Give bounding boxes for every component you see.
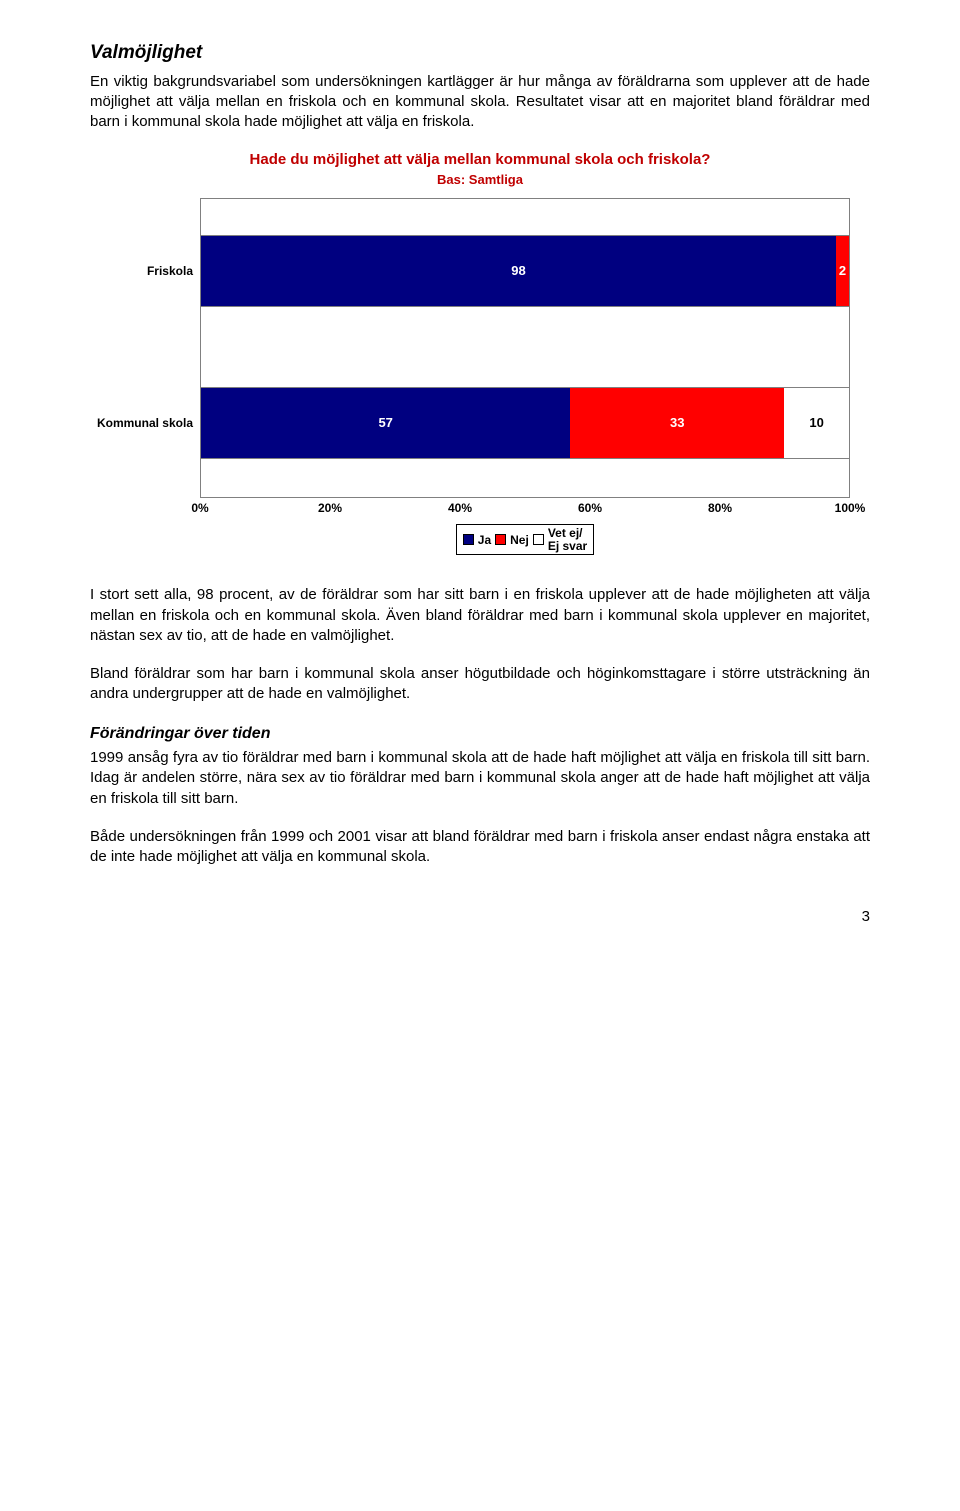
- x-axis: 0% 20% 40% 60% 80% 100%: [200, 500, 850, 518]
- legend-wrap: Ja Nej Vet ej/ Ej svar: [200, 524, 850, 555]
- x-tick: 80%: [708, 500, 732, 516]
- bar-seg-vet: 10: [784, 388, 849, 458]
- bar-seg-nej: 2: [836, 236, 849, 306]
- bar-label-friskola: Friskola: [147, 263, 201, 279]
- x-tick: 20%: [318, 500, 342, 516]
- intro-paragraph: En viktig bakgrundsvariabel som undersök…: [90, 72, 870, 133]
- chart-title: Hade du möjlighet att välja mellan kommu…: [90, 150, 870, 170]
- legend-label-vet: Vet ej/ Ej svar: [548, 527, 587, 552]
- bar-seg-ja: 98: [201, 236, 836, 306]
- bar-row-kommunal: Kommunal skola 57 33 10: [201, 387, 849, 459]
- bar-container: 98 2: [201, 235, 849, 307]
- swatch-ja: [463, 534, 474, 545]
- legend-label-ja: Ja: [478, 532, 491, 548]
- section-heading: Valmöjlighet: [90, 40, 870, 66]
- x-tick: 100%: [835, 500, 866, 516]
- chart-outer: Friskola 98 2 Kommunal skola 57 33 10 0%…: [200, 198, 850, 555]
- chart-legend: Ja Nej Vet ej/ Ej svar: [456, 524, 594, 555]
- page-number: 3: [90, 907, 870, 927]
- x-tick: 0%: [191, 500, 208, 516]
- chart-subtitle: Bas: Samtliga: [90, 171, 870, 189]
- swatch-nej: [495, 534, 506, 545]
- chart-block: Hade du möjlighet att välja mellan kommu…: [90, 150, 870, 555]
- bar-container: 57 33 10: [201, 387, 849, 459]
- legend-vet-line2: Ej svar: [548, 539, 587, 553]
- x-tick: 60%: [578, 500, 602, 516]
- bar-row-friskola: Friskola 98 2: [201, 235, 849, 307]
- bar-label-kommunal: Kommunal skola: [97, 415, 201, 431]
- x-tick: 40%: [448, 500, 472, 516]
- result-paragraph-1: I stort sett alla, 98 procent, av de för…: [90, 585, 870, 646]
- result-paragraph-2: Bland föräldrar som har barn i kommunal …: [90, 664, 870, 705]
- swatch-vet: [533, 534, 544, 545]
- change-paragraph-2: Både undersökningen från 1999 och 2001 v…: [90, 827, 870, 868]
- bar-seg-ja: 57: [201, 388, 570, 458]
- change-paragraph-1: 1999 ansåg fyra av tio föräldrar med bar…: [90, 748, 870, 809]
- legend-label-nej: Nej: [510, 532, 529, 548]
- chart-plot-area: Friskola 98 2 Kommunal skola 57 33 10: [200, 198, 850, 498]
- subsection-heading: Förändringar över tiden: [90, 723, 870, 745]
- bar-seg-nej: 33: [570, 388, 784, 458]
